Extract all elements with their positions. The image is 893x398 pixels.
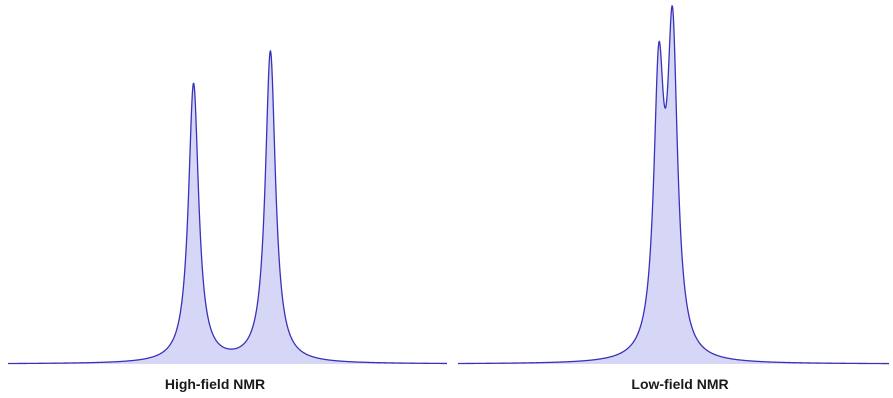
high-field-label: High-field NMR xyxy=(165,376,265,392)
low-field-panel: Low-field NMR xyxy=(457,5,890,392)
high-field-peak-markers xyxy=(192,49,273,85)
low-field-spectrum-fill xyxy=(458,5,889,364)
low-field-label: Low-field NMR xyxy=(631,376,728,392)
high-field-panel: High-field NMR xyxy=(7,49,448,392)
low-field-spectrum-line xyxy=(457,5,890,365)
high-field-spectrum-line xyxy=(7,50,448,365)
high-field-spectrum-fill xyxy=(8,50,447,365)
